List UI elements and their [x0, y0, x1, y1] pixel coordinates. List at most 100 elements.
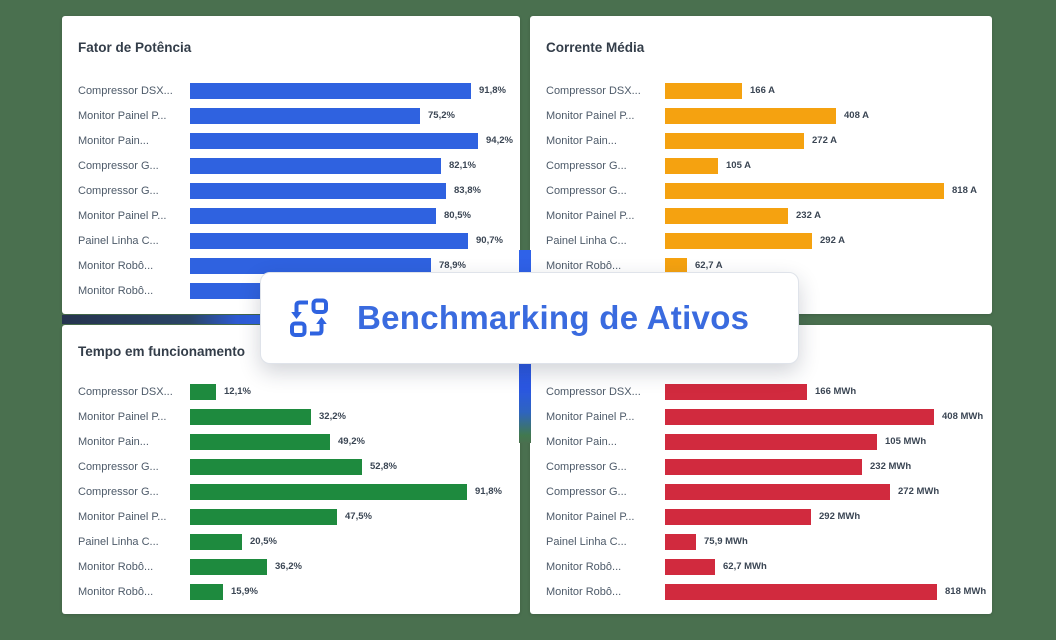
bar-label: Monitor Painel P... — [78, 410, 167, 423]
bar-row: Compressor DSX... 166 MWh — [530, 379, 992, 404]
bar — [665, 257, 687, 274]
chart-title: Fator de Potência — [78, 40, 192, 55]
bar-row: Compressor G... 52,8% — [62, 454, 520, 479]
bar-label: Monitor Robô... — [546, 259, 622, 272]
bar-value: 91,8% — [479, 85, 506, 96]
bar-label: Painel Linha C... — [78, 535, 159, 548]
bar-row: Monitor Robô... 818 MWh — [530, 579, 992, 604]
bar-label: Compressor G... — [546, 184, 627, 197]
bar — [665, 458, 862, 475]
bar-value: 408 A — [844, 110, 869, 121]
bar — [665, 157, 718, 174]
bar-label: Monitor Pain... — [78, 134, 149, 147]
bar-label: Monitor Pain... — [546, 134, 617, 147]
bar — [665, 408, 934, 425]
bar-label: Painel Linha C... — [78, 234, 159, 247]
bar — [190, 232, 468, 249]
bar-value: 12,1% — [224, 386, 251, 397]
bar-row: Compressor G... 232 MWh — [530, 454, 992, 479]
bar — [665, 383, 807, 400]
bar-value: 75,2% — [428, 110, 455, 121]
bar-value: 62,7 A — [695, 260, 723, 271]
chart-panel-corrente-media: Corrente Média Compressor DSX... 166 A Mon… — [530, 16, 992, 314]
chart-rows: Compressor DSX... 91,8% Monitor Painel P..… — [62, 78, 520, 303]
bar — [190, 107, 420, 124]
bar-row: Monitor Robô... 36,2% — [62, 554, 520, 579]
bar — [190, 82, 471, 99]
bar-label: Compressor G... — [546, 485, 627, 498]
bar — [665, 508, 811, 525]
bar-label: Compressor G... — [546, 159, 627, 172]
bar-row: Compressor G... 105 A — [530, 153, 992, 178]
bar-row: Monitor Painel P... 408 MWh — [530, 404, 992, 429]
bar-label: Monitor Robô... — [546, 560, 622, 573]
bar-row: Monitor Painel P... 232 A — [530, 203, 992, 228]
bar-row: Monitor Painel P... 80,5% — [62, 203, 520, 228]
bar — [665, 558, 715, 575]
bar-row: Painel Linha C... 20,5% — [62, 529, 520, 554]
bar — [190, 458, 362, 475]
bar — [190, 257, 431, 274]
bar-value: 292 A — [820, 235, 845, 246]
chart-rows: Compressor DSX... 166 A Monitor Painel P..… — [530, 78, 992, 278]
bar-row: Monitor Pain... 94,2% — [62, 128, 520, 153]
bar — [665, 182, 944, 199]
bar — [190, 508, 337, 525]
bar-value: 47,5% — [345, 511, 372, 522]
benchmarking-title: Benchmarking de Ativos — [357, 299, 750, 336]
bar-value: 105 MWh — [885, 436, 927, 447]
bar-row: Monitor Painel P... 47,5% — [62, 504, 520, 529]
bar-label: Compressor DSX... — [78, 84, 173, 97]
bar-row: Compressor DSX... 12,1% — [62, 379, 520, 404]
bar-label: Compressor DSX... — [78, 385, 173, 398]
bar-row: Monitor Pain... 49,2% — [62, 429, 520, 454]
bar-label: Monitor Robô... — [546, 585, 622, 598]
bar-value: 232 MWh — [870, 461, 912, 472]
bar-row: Compressor DSX... 91,8% — [62, 78, 520, 103]
bar — [665, 107, 836, 124]
bar — [190, 408, 311, 425]
bar-value: 292 MWh — [819, 511, 861, 522]
bar-value: 91,8% — [475, 486, 502, 497]
bar — [665, 533, 696, 550]
bar-value: 15,9% — [231, 586, 258, 597]
chart-title: Tempo em funcionamento — [78, 344, 246, 359]
bar-label: Painel Linha C... — [546, 234, 627, 247]
chart-rows: Compressor DSX... 12,1% Monitor Painel P..… — [62, 379, 520, 604]
bar-row: Monitor Robô... 62,7 A — [530, 253, 992, 278]
bar-row: Monitor Painel P... 75,2% — [62, 103, 520, 128]
bar-label: Compressor G... — [78, 184, 159, 197]
bar-label: Compressor G... — [546, 460, 627, 473]
bar-row: Compressor DSX... 166 A — [530, 78, 992, 103]
bar-value: 83,8% — [454, 185, 481, 196]
bar-label: Monitor Painel P... — [546, 109, 635, 122]
bar-value: 105 A — [726, 160, 751, 171]
bar-row: Monitor Robô... 62,7 MWh — [530, 554, 992, 579]
chart-rows: Compressor DSX... 166 MWh Monitor Painel P… — [530, 379, 992, 604]
bar-value: 94,2% — [486, 135, 513, 146]
bar-value: 166 A — [750, 85, 775, 96]
bar-label: Monitor Robô... — [78, 560, 154, 573]
bar-label: Monitor Painel P... — [78, 510, 167, 523]
chart-panel-tempo-em-funcionamento: Tempo em funcionamento Compressor DSX...… — [62, 325, 520, 614]
bar — [190, 558, 267, 575]
bar-value: 166 MWh — [815, 386, 857, 397]
bar-value: 75,9 MWh — [704, 536, 748, 547]
bar-value: 36,2% — [275, 561, 302, 572]
bar-label: Monitor Painel P... — [546, 209, 635, 222]
bar-value: 80,5% — [444, 210, 471, 221]
bar — [190, 157, 441, 174]
bar — [665, 82, 742, 99]
swap-squares-icon — [290, 298, 328, 337]
bar-label: Painel Linha C... — [546, 535, 627, 548]
bar — [190, 132, 478, 149]
bar-label: Monitor Robô... — [78, 585, 154, 598]
bar-row: Monitor Pain... 272 A — [530, 128, 992, 153]
bar — [665, 207, 788, 224]
bar-row: Monitor Painel P... 408 A — [530, 103, 992, 128]
bar — [665, 132, 804, 149]
bar-row: Monitor Pain... 105 MWh — [530, 429, 992, 454]
bar-value: 232 A — [796, 210, 821, 221]
bar-label: Compressor G... — [78, 485, 159, 498]
bar — [665, 433, 877, 450]
